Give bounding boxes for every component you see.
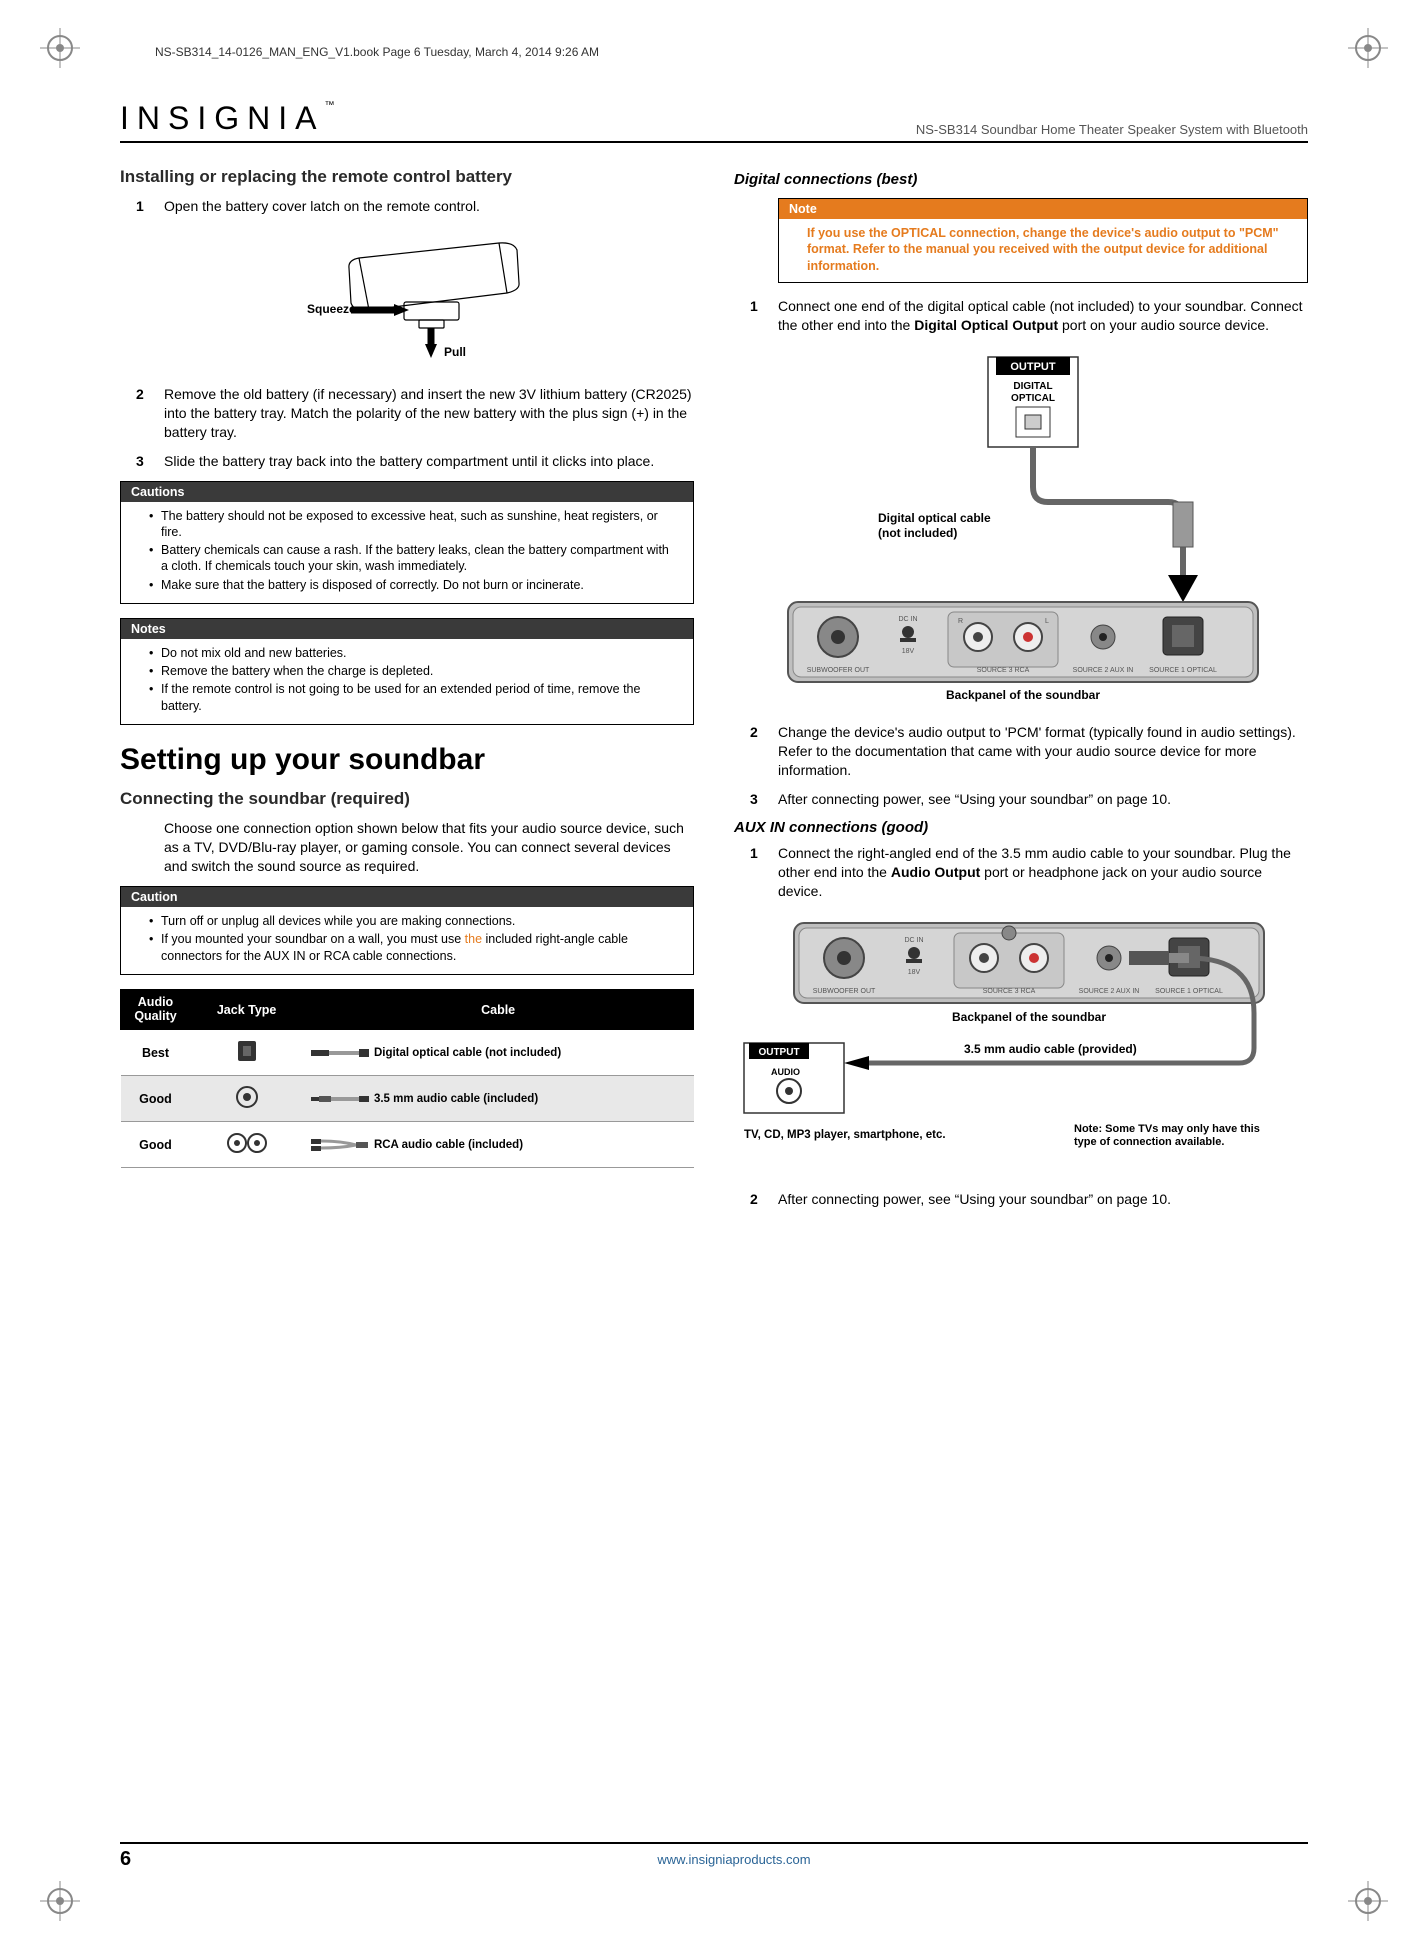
svg-text:AUDIO: AUDIO xyxy=(771,1067,800,1077)
svg-text:SOURCE 2 AUX IN: SOURCE 2 AUX IN xyxy=(1079,988,1140,995)
optical-jack-icon xyxy=(234,1038,260,1064)
step-text: After connecting power, see “Using your … xyxy=(778,791,1171,807)
svg-text:Backpanel of the soundbar: Backpanel of the soundbar xyxy=(946,688,1100,702)
svg-text:DC IN: DC IN xyxy=(898,616,917,623)
svg-text:(not included): (not included) xyxy=(878,526,957,540)
aux-diagram: SUBWOOFER OUT DC IN 18V SOURCE 3 RCA SOU… xyxy=(734,913,1308,1178)
page-number: 6 xyxy=(120,1848,160,1871)
svg-text:OPTICAL: OPTICAL xyxy=(1011,393,1055,404)
step-text: Change the device's audio output to 'PCM… xyxy=(778,724,1296,778)
heading-setup: Setting up your soundbar xyxy=(120,743,694,777)
step-text: Connect one end of the digital optical c… xyxy=(778,298,1303,333)
aux-jack-icon xyxy=(234,1084,260,1110)
caution-item: Turn off or unplug all devices while you… xyxy=(149,913,679,929)
svg-text:SOURCE 2 AUX IN: SOURCE 2 AUX IN xyxy=(1073,667,1134,674)
svg-text:3.5 mm audio cable (provided): 3.5 mm audio cable (provided) xyxy=(964,1042,1137,1056)
svg-text:SUBWOOFER OUT: SUBWOOFER OUT xyxy=(813,988,876,995)
th-cable: Cable xyxy=(303,989,694,1030)
step-text: Slide the battery tray back into the bat… xyxy=(164,453,654,469)
brand-logo: INSIGNIA™ xyxy=(120,100,334,137)
svg-text:R: R xyxy=(958,618,963,625)
callout-head: Caution xyxy=(121,887,693,907)
battery-steps: 1Open the battery cover latch on the rem… xyxy=(120,197,694,470)
th-quality: Audio Quality xyxy=(121,989,191,1030)
svg-text:SOURCE 1 OPTICAL: SOURCE 1 OPTICAL xyxy=(1155,988,1223,995)
left-column: Installing or replacing the remote contr… xyxy=(120,161,694,1218)
table-row: Best Digital optical cable (not included… xyxy=(121,1030,694,1076)
caution-item: Make sure that the battery is disposed o… xyxy=(149,577,679,593)
th-jack: Jack Type xyxy=(191,989,303,1030)
doc-title: NS-SB314 Soundbar Home Theater Speaker S… xyxy=(916,122,1308,137)
audio-quality-table: Audio Quality Jack Type Cable Best Digit… xyxy=(120,989,694,1169)
heading-battery: Installing or replacing the remote contr… xyxy=(120,167,694,187)
svg-text:SUBWOOFER OUT: SUBWOOFER OUT xyxy=(807,667,870,674)
svg-text:SOURCE 3 RCA: SOURCE 3 RCA xyxy=(977,667,1030,674)
heading-aux: AUX IN connections (good) xyxy=(734,819,1308,836)
squeeze-label: Squeeze xyxy=(307,302,356,316)
svg-text:OUTPUT: OUTPUT xyxy=(758,1047,799,1058)
svg-text:TV, CD, MP3 player, smartphone: TV, CD, MP3 player, smartphone, etc. xyxy=(744,1129,946,1141)
step-text: Remove the old battery (if necessary) an… xyxy=(164,386,692,440)
step-text: Open the battery cover latch on the remo… xyxy=(164,198,480,214)
heading-digital: Digital connections (best) xyxy=(734,171,1308,188)
aux-steps: 1 Connect the right-angled end of the 3.… xyxy=(734,844,1308,1208)
caution-box: Caution Turn off or unplug all devices w… xyxy=(120,886,694,975)
svg-text:DC IN: DC IN xyxy=(904,937,923,944)
caution-item: If you mounted your soundbar on a wall, … xyxy=(149,931,679,964)
pull-label: Pull xyxy=(444,345,466,359)
step-text: Connect the right-angled end of the 3.5 … xyxy=(778,845,1291,899)
cautions-box: Cautions The battery should not be expos… xyxy=(120,481,694,604)
caution-item: The battery should not be exposed to exc… xyxy=(149,508,679,541)
table-row: Good RCA audio cable (included) xyxy=(121,1122,694,1168)
notes-box: Notes Do not mix old and new batteries. … xyxy=(120,618,694,725)
callout-head: Note xyxy=(779,199,1307,219)
svg-text:Backpanel of the soundbar: Backpanel of the soundbar xyxy=(952,1010,1106,1024)
note-item: Remove the battery when the charge is de… xyxy=(149,663,679,679)
rca-jack-icon xyxy=(225,1130,269,1156)
svg-text:OUTPUT: OUTPUT xyxy=(1010,361,1056,373)
svg-text:18V: 18V xyxy=(908,969,921,976)
svg-text:DIGITAL: DIGITAL xyxy=(1013,381,1052,392)
note-item: Do not mix old and new batteries. xyxy=(149,645,679,661)
cable-icon xyxy=(311,1092,371,1106)
svg-text:L: L xyxy=(1045,618,1049,625)
caution-item: Battery chemicals can cause a rash. If t… xyxy=(149,542,679,575)
svg-text:Digital optical cable: Digital optical cable xyxy=(878,511,991,525)
heading-connecting: Connecting the soundbar (required) xyxy=(120,789,694,809)
right-column: Digital connections (best) Note If you u… xyxy=(734,161,1308,1218)
remote-diagram: Squeeze Pull xyxy=(164,228,694,373)
note-box: Note If you use the OPTICAL connection, … xyxy=(778,198,1308,283)
table-row: Good 3.5 mm audio cable (included) xyxy=(121,1076,694,1122)
connecting-body: Choose one connection option shown below… xyxy=(164,819,694,876)
note-body: If you use the OPTICAL connection, chang… xyxy=(779,219,1307,282)
callout-head: Cautions xyxy=(121,482,693,502)
page-footer: 6 www.insigniaproducts.com xyxy=(120,1842,1308,1871)
book-header: NS-SB314_14-0126_MAN_ENG_V1.book Page 6 … xyxy=(155,45,599,59)
page-header: INSIGNIA™ NS-SB314 Soundbar Home Theater… xyxy=(120,100,1308,143)
footer-url: www.insigniaproducts.com xyxy=(160,1852,1308,1867)
optical-diagram: OUTPUT DIGITAL OPTICAL Digital optical c… xyxy=(758,347,1308,712)
digital-steps: 1 Connect one end of the digital optical… xyxy=(734,297,1308,809)
svg-text:18V: 18V xyxy=(902,648,915,655)
svg-text:SOURCE 3 RCA: SOURCE 3 RCA xyxy=(983,988,1036,995)
callout-head: Notes xyxy=(121,619,693,639)
cable-icon xyxy=(311,1046,371,1060)
cable-icon xyxy=(311,1137,371,1153)
svg-text:SOURCE 1 OPTICAL: SOURCE 1 OPTICAL xyxy=(1149,667,1217,674)
step-text: After connecting power, see “Using your … xyxy=(778,1191,1171,1207)
note-item: If the remote control is not going to be… xyxy=(149,681,679,714)
